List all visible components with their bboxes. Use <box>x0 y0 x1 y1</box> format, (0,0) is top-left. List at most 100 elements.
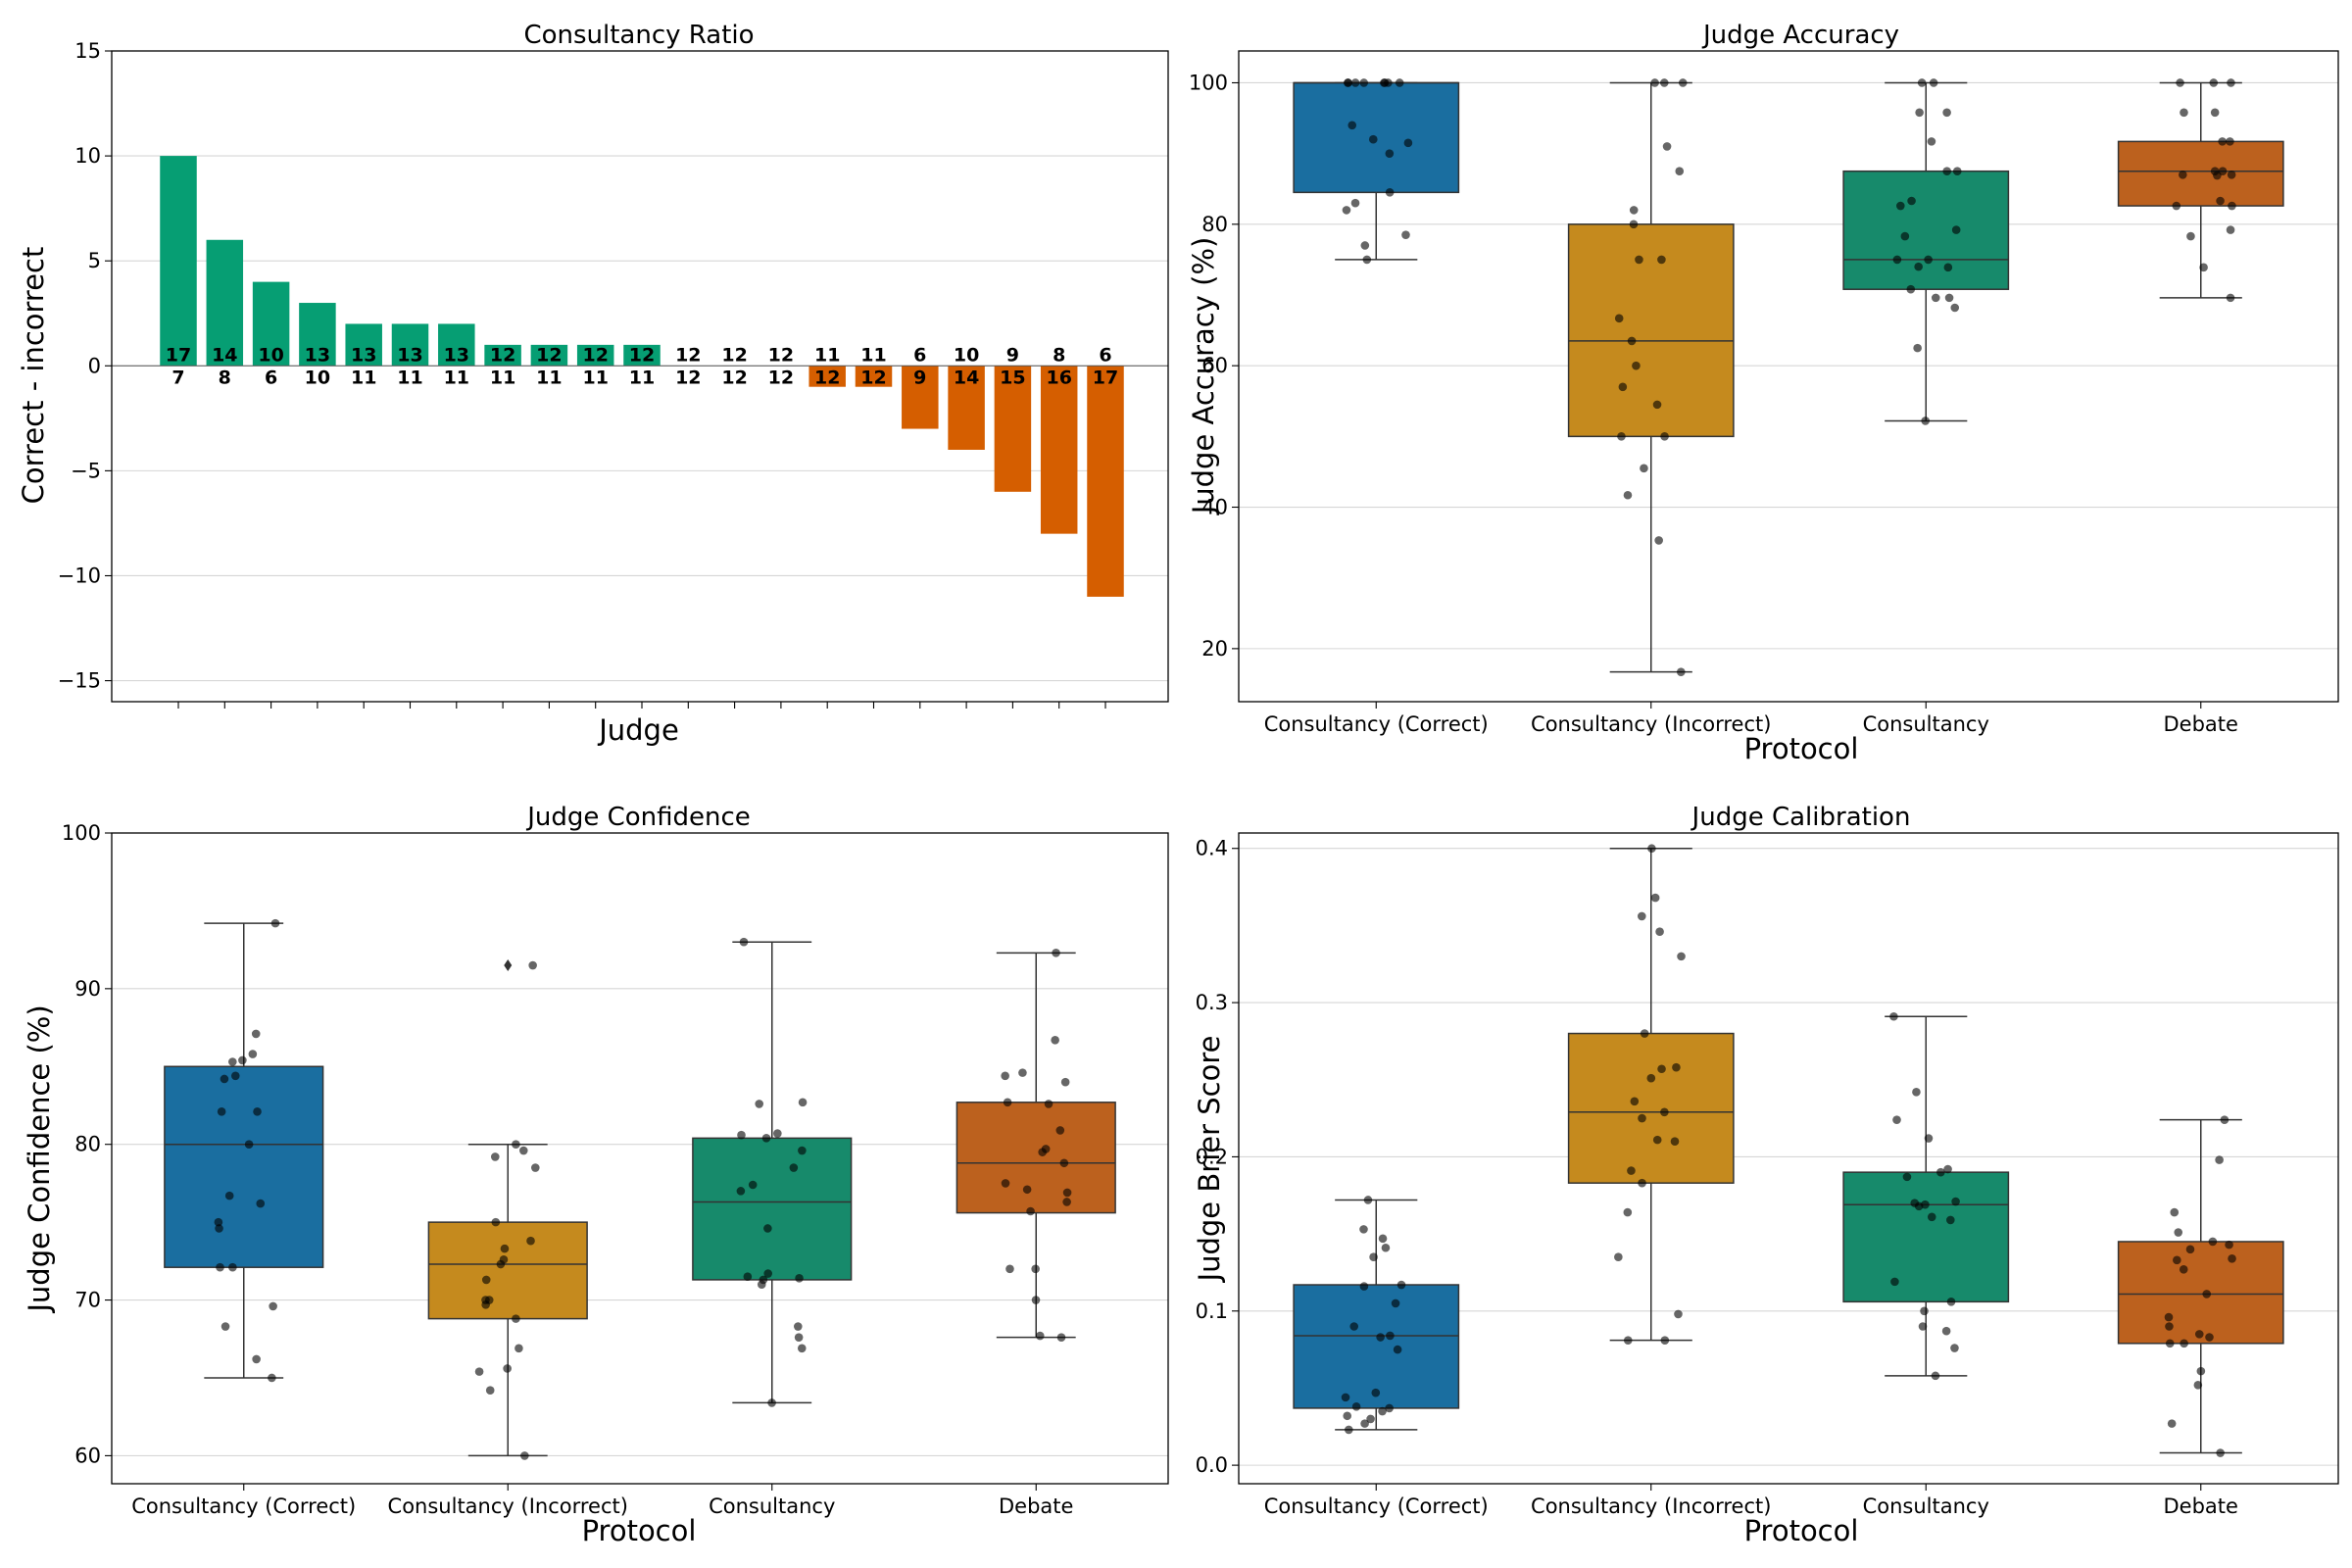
bar-label-correct: 11 <box>860 344 886 366</box>
box-group <box>692 937 853 1407</box>
data-point <box>1026 1206 1035 1216</box>
y-tick-label: 90 <box>74 977 101 1001</box>
data-point <box>269 1301 277 1311</box>
data-point <box>2226 293 2235 303</box>
bar-label-incorrect: 6 <box>265 367 277 388</box>
bar <box>206 239 244 367</box>
data-point <box>485 1386 495 1395</box>
data-point <box>1677 952 1686 961</box>
data-point <box>2218 137 2227 146</box>
y-tick-label: −5 <box>71 459 101 482</box>
data-point <box>1401 230 1410 239</box>
bar <box>345 323 382 367</box>
data-point <box>2216 196 2225 206</box>
data-point <box>1380 78 1390 87</box>
x-tick-label: Consultancy (Incorrect) <box>1531 1494 1771 1518</box>
x-tick-label: Consultancy (Incorrect) <box>388 1494 628 1518</box>
data-point <box>2173 1255 2181 1265</box>
data-point <box>1614 1252 1623 1262</box>
bar-label-correct: 17 <box>166 344 191 366</box>
y-axis-label: Correct - incorrect <box>17 247 50 505</box>
bar-label-correct: 12 <box>721 344 747 366</box>
y-tick-label: 80 <box>74 1133 101 1156</box>
data-point <box>1035 1331 1045 1341</box>
data-point <box>1617 432 1626 441</box>
y-tick-label: 40 <box>1201 496 1228 519</box>
data-point <box>2228 201 2236 211</box>
data-point <box>251 1029 261 1039</box>
data-point <box>1918 1322 1928 1331</box>
data-point <box>1655 927 1664 937</box>
data-point <box>1360 1419 1369 1428</box>
data-point <box>256 1199 266 1208</box>
box <box>956 1102 1116 1214</box>
data-point <box>253 1107 262 1116</box>
y-tick-label: 0.1 <box>1196 1299 1228 1323</box>
data-point <box>2196 1366 2206 1376</box>
box-group <box>164 918 324 1383</box>
y-tick-label: 5 <box>88 249 101 272</box>
data-point <box>491 1217 501 1227</box>
y-tick-label: 100 <box>62 821 101 845</box>
chart-title: Judge Confidence <box>525 803 751 832</box>
bar <box>160 156 197 367</box>
y-tick-label: 100 <box>1189 71 1228 94</box>
bar-label-incorrect: 11 <box>397 367 422 388</box>
data-point <box>1914 1201 1924 1211</box>
data-point <box>1378 1406 1387 1416</box>
box-group <box>956 949 1116 1342</box>
data-point <box>1343 1411 1352 1421</box>
bar <box>855 366 893 387</box>
data-point <box>2226 137 2234 146</box>
box-group <box>1567 844 1735 1345</box>
data-point <box>1638 1113 1646 1123</box>
data-point <box>1038 1148 1047 1156</box>
data-point <box>1952 167 1962 175</box>
data-point <box>1638 911 1646 921</box>
data-point <box>228 1057 237 1066</box>
x-axis-label: Protocol <box>582 1514 697 1547</box>
data-point <box>1386 1331 1395 1341</box>
data-point <box>220 1074 229 1084</box>
data-point <box>1646 1073 1656 1083</box>
data-point <box>481 1300 490 1309</box>
data-point <box>1951 225 1961 234</box>
data-point <box>2209 78 2219 87</box>
y-tick-label: 60 <box>74 1444 101 1467</box>
data-point <box>1915 108 1924 118</box>
data-point <box>1366 1414 1375 1424</box>
data-point <box>1381 1243 1391 1252</box>
data-point <box>1623 490 1633 500</box>
data-point <box>1931 293 1940 303</box>
y-axis-label: Judge Brier Score <box>1193 1036 1226 1284</box>
data-point <box>2216 1448 2225 1457</box>
data-point <box>761 1134 771 1143</box>
data-point <box>1345 1425 1353 1435</box>
bar-label-correct: 12 <box>629 344 655 366</box>
data-point <box>1924 1134 1934 1143</box>
bar-label-correct: 13 <box>351 344 376 366</box>
data-point <box>1349 1322 1359 1331</box>
data-point <box>763 1269 772 1278</box>
box-group <box>1842 78 2010 425</box>
data-point <box>1896 201 1905 211</box>
x-tick-label: Debate <box>999 1494 1073 1518</box>
data-point <box>2165 1339 2175 1348</box>
data-point <box>1391 1298 1400 1308</box>
bar-label-correct: 10 <box>954 344 979 366</box>
data-point <box>217 1107 226 1116</box>
data-point <box>1342 206 1351 215</box>
data-point <box>773 1129 782 1138</box>
data-point <box>2179 171 2187 179</box>
data-point <box>1362 255 1372 265</box>
data-point <box>500 1244 510 1253</box>
bar-label-incorrect: 11 <box>351 367 376 388</box>
judge-accuracy-panel: Judge Accuracy Protocol Judge Accuracy (… <box>1187 21 2339 765</box>
data-point <box>1657 255 1666 265</box>
data-point <box>793 1322 803 1331</box>
data-point <box>1629 220 1639 229</box>
data-point <box>798 1098 808 1107</box>
chart-title: Judge Accuracy <box>1701 21 1899 50</box>
data-point <box>1931 1371 1940 1381</box>
data-point <box>496 1259 506 1269</box>
